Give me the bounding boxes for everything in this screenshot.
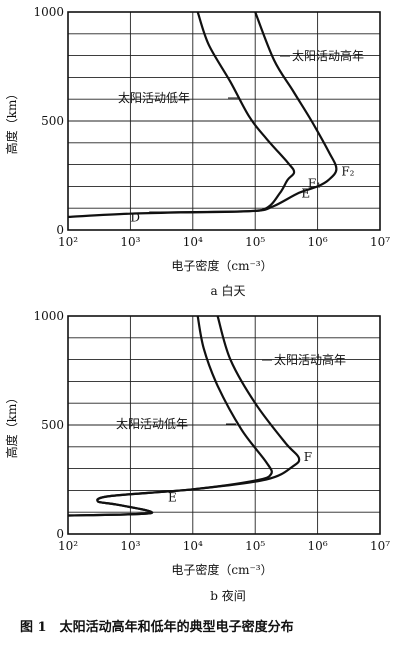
xlabel-b: 电子密度（cm⁻³） (171, 562, 272, 577)
layer-annotation: D (130, 210, 140, 224)
x-tick-label: 10³ (120, 235, 140, 249)
y-tick-label: 0 (56, 223, 64, 237)
series-line-high (67, 315, 301, 517)
series-b (67, 315, 301, 517)
x-tick-label: 10⁵ (245, 235, 265, 249)
xlabel-a: 电子密度（cm⁻³） (171, 258, 272, 273)
x-tick-label: 10⁴ (183, 235, 203, 249)
panel-a: 10² 10³ 10⁴ 10⁵ 10⁶ 10⁷ 0 500 1000 D EF₁ F₂ 高度（km… (4, 5, 390, 298)
layer-annotation: F₁ (308, 176, 321, 190)
series-label-high-a: 太阳活动高年 (292, 48, 364, 63)
x-tick-label: 10³ (120, 539, 140, 553)
series-line-low (149, 11, 296, 214)
layer-annotation: F (304, 450, 312, 464)
series-label-low-b: 太阳活动低年 (116, 416, 188, 431)
grid-a (68, 12, 380, 230)
caption-a: a 白天 (211, 283, 246, 298)
ylabel-a: 高度（km） (4, 88, 19, 155)
annotations-b: EF (168, 450, 312, 504)
y-tick-label: 0 (56, 527, 64, 541)
y-ticks-b: 0 500 1000 (33, 309, 64, 541)
series-label-high-b: 太阳活动高年 (274, 352, 346, 367)
y-ticks-a: 0 500 1000 (33, 5, 64, 237)
y-tick-label: 1000 (33, 5, 64, 19)
x-ticks-a: 10² 10³ 10⁴ 10⁵ 10⁶ 10⁷ (58, 235, 390, 249)
x-tick-label: 10⁷ (370, 235, 390, 249)
series-line-low (67, 315, 273, 517)
plot-frame-b (67, 315, 381, 535)
y-tick-label: 1000 (33, 309, 64, 323)
x-tick-label: 10² (58, 235, 78, 249)
layer-annotation: F₂ (341, 165, 354, 179)
layer-annotation: E (168, 490, 177, 504)
x-tick-label: 10⁷ (370, 539, 390, 553)
series-line-high (67, 11, 338, 218)
x-tick-label: 10⁶ (308, 235, 328, 249)
y-tick-label: 500 (41, 114, 64, 128)
series-label-low-a: 太阳活动低年 (118, 90, 190, 105)
y-tick-label: 500 (41, 418, 64, 432)
x-tick-label: 10⁴ (183, 539, 203, 553)
caption-b: b 夜间 (210, 588, 246, 603)
grid-b (68, 316, 380, 534)
figure-title: 图 1 太阳活动高年和低年的典型电子密度分布 (20, 619, 294, 635)
x-tick-label: 10⁵ (245, 539, 265, 553)
layer-annotation: E (301, 186, 310, 200)
x-tick-label: 10⁶ (308, 539, 328, 553)
x-tick-label: 10² (58, 539, 78, 553)
plot-frame-a (67, 11, 381, 231)
ylabel-b: 高度（km） (4, 392, 19, 459)
series-a (67, 11, 338, 218)
x-ticks-b: 10² 10³ 10⁴ 10⁵ 10⁶ 10⁷ (58, 539, 390, 553)
annotations-a: D EF₁ F₂ (130, 165, 354, 225)
